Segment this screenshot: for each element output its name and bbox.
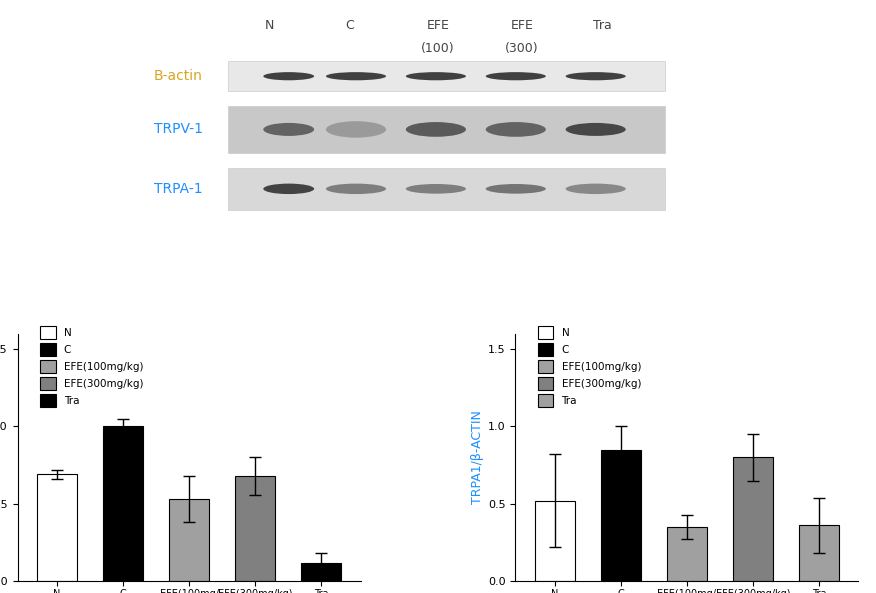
Ellipse shape [406, 184, 466, 194]
Text: Tra: Tra [592, 20, 611, 32]
Text: (100): (100) [421, 42, 455, 55]
Ellipse shape [485, 122, 546, 137]
Ellipse shape [485, 72, 546, 80]
Bar [667, 527, 707, 581]
Bar [733, 457, 773, 581]
Ellipse shape [264, 184, 314, 194]
Ellipse shape [326, 121, 386, 138]
Ellipse shape [566, 123, 625, 136]
Text: EFE: EFE [511, 20, 533, 32]
Text: C: C [345, 20, 354, 32]
Text: N: N [265, 20, 274, 32]
Text: TRPA-1: TRPA-1 [154, 182, 202, 196]
Ellipse shape [406, 122, 466, 137]
Bar [236, 476, 275, 581]
Ellipse shape [326, 184, 386, 194]
Bar [301, 563, 341, 581]
Y-axis label: TRPA1/β-ACTIN: TRPA1/β-ACTIN [470, 410, 484, 504]
Legend: N, C, EFE(100mg/kg), EFE(300mg/kg), Tra: N, C, EFE(100mg/kg), EFE(300mg/kg), Tra [40, 327, 144, 407]
Ellipse shape [566, 184, 625, 194]
Bar [228, 168, 665, 210]
Text: EFE: EFE [427, 20, 449, 32]
Bar [38, 474, 77, 581]
Text: TRPV-1: TRPV-1 [153, 122, 202, 136]
Legend: N, C, EFE(100mg/kg), EFE(300mg/kg), Tra: N, C, EFE(100mg/kg), EFE(300mg/kg), Tra [538, 327, 641, 407]
Bar [103, 426, 143, 581]
Bar [228, 61, 665, 91]
Bar [228, 106, 665, 153]
Text: (300): (300) [505, 42, 539, 55]
Ellipse shape [485, 184, 546, 194]
Ellipse shape [264, 72, 314, 80]
Bar [799, 525, 838, 581]
Bar [601, 449, 640, 581]
Bar [535, 500, 575, 581]
Ellipse shape [264, 123, 314, 136]
Bar [169, 499, 209, 581]
Ellipse shape [566, 72, 625, 80]
Ellipse shape [406, 72, 466, 80]
Ellipse shape [326, 72, 386, 80]
Text: B-actin: B-actin [153, 69, 202, 83]
